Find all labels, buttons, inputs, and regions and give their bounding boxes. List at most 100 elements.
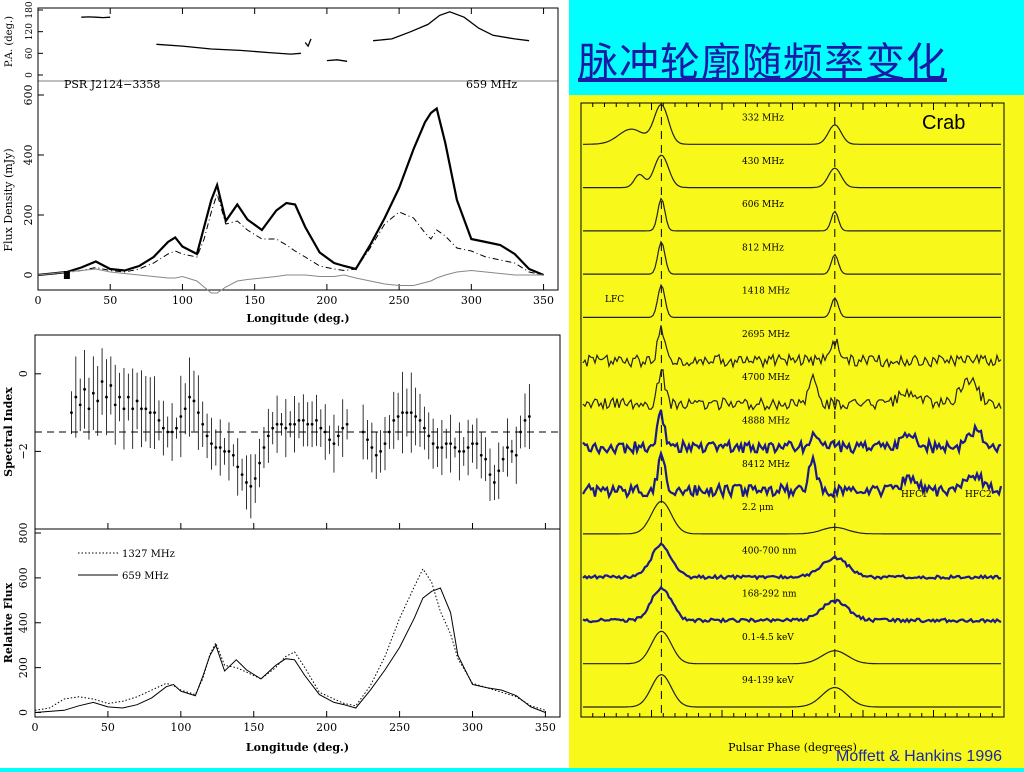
si-point: [422, 426, 426, 430]
si-point: [236, 465, 240, 469]
band-profile-6: [582, 368, 1002, 412]
si-point: [284, 426, 288, 430]
band-label-8: 8412 MHz: [742, 460, 790, 470]
band-profile-2: [583, 197, 1001, 232]
si-point: [271, 426, 275, 430]
si-point: [370, 446, 374, 449]
si-point: [262, 446, 266, 449]
pulsar-label: PSR J2124−3358: [64, 78, 160, 91]
si-point: [457, 450, 461, 453]
y-tick-label: 200: [22, 205, 35, 226]
si-point: [70, 411, 73, 414]
si-point: [392, 418, 396, 422]
band-label-4: 1418 MHz: [742, 287, 790, 297]
spectral-panel: 0 −2 Spectral Index 0 50 100 150 200 250 300 350 0 2…: [0, 327, 569, 768]
si-y-tick-label: −2: [17, 443, 30, 459]
x-tick-label: 300: [461, 294, 482, 307]
si-point: [374, 453, 378, 457]
band-label-9: 2.2 μm: [742, 503, 774, 513]
si-point: [109, 384, 113, 387]
rf-x-tick-label: 0: [32, 721, 39, 734]
pa-tick-label: 60: [25, 47, 35, 59]
si-point: [418, 418, 422, 422]
si-point: [401, 411, 404, 414]
si-point: [126, 395, 130, 399]
si-point: [87, 407, 91, 411]
si-point: [91, 391, 95, 395]
pa-tick-label: 180: [25, 1, 35, 18]
band-profile-12: [583, 630, 1001, 665]
si-point: [227, 450, 231, 453]
si-point: [135, 399, 139, 403]
si-point: [396, 415, 400, 418]
rf-y-tick-label: 800: [17, 523, 30, 544]
si-point: [280, 422, 283, 426]
flux-density-chart: 0 50 100 150 200 250 300 350 0 200 400 600 0 60 120 180…: [2, 1, 559, 325]
rf-x-tick-label: 100: [170, 721, 191, 734]
si-point: [510, 450, 514, 453]
crab-label: Crab: [922, 112, 966, 134]
x-axis-label: Longitude (deg.): [246, 312, 349, 325]
si-point: [144, 407, 148, 411]
si-point: [501, 457, 505, 461]
band-label-13: 94-139 keV: [742, 676, 794, 686]
band-label-7: 4888 MHz: [742, 416, 790, 426]
si-point: [148, 411, 152, 414]
legend-label-1: 659 MHz: [122, 571, 169, 582]
si-point: [319, 426, 323, 430]
si-point: [492, 481, 496, 484]
si-point: [131, 407, 135, 411]
y-axis-label: Flux Density (mJy): [2, 148, 15, 251]
si-point: [96, 399, 100, 403]
rf-x-tick-label: 150: [243, 721, 264, 734]
si-point: [293, 422, 296, 426]
slide-title: 脉冲轮廓随频率变化: [578, 40, 947, 86]
rf-x-tick-label: 350: [535, 721, 556, 734]
si-point: [205, 434, 209, 438]
si-point: [436, 446, 439, 449]
pa-segment-1: [156, 43, 301, 55]
si-point: [170, 430, 174, 434]
legend-label-0: 1327 MHz: [122, 549, 175, 560]
si-point: [196, 411, 200, 414]
si-point: [258, 461, 261, 465]
si-point: [166, 430, 170, 434]
si-point: [161, 426, 165, 430]
si-point: [366, 438, 369, 442]
si-point: [453, 446, 457, 449]
crab-x-label: Pulsar Phase (degrees): [728, 741, 857, 754]
pa-tick-label: 0: [25, 72, 35, 78]
si-point: [245, 481, 248, 484]
si-point: [497, 469, 501, 473]
band-profile-3: [583, 240, 1001, 275]
crab-frame: [580, 102, 1005, 718]
si-point: [288, 422, 292, 426]
si-point: [527, 415, 531, 418]
si-point: [105, 395, 108, 399]
si-point: [328, 438, 331, 442]
si-point: [223, 450, 226, 453]
x-tick-label: 350: [533, 294, 554, 307]
si-point: [341, 426, 345, 430]
si-point: [379, 450, 383, 453]
rf-x-label: Longitude (deg.): [246, 741, 349, 754]
si-point: [266, 434, 270, 438]
rf-x-tick-label: 250: [389, 721, 410, 734]
si-point: [140, 407, 143, 411]
band-profile-8: [582, 449, 1003, 501]
si-point: [240, 473, 244, 477]
si-point: [444, 442, 448, 446]
si-point: [153, 411, 156, 414]
si-point: [78, 403, 82, 407]
si-point: [192, 399, 196, 403]
x-tick-label: 200: [316, 294, 337, 307]
si-point: [506, 446, 509, 449]
si-point: [479, 453, 483, 457]
pa-segment-3: [326, 59, 348, 62]
x-tick-label: 150: [244, 294, 265, 307]
band-label-12: 0.1-4.5 keV: [742, 633, 794, 643]
pa-axis-label: P.A. (deg.): [4, 16, 15, 67]
flux-density-panel: 0 50 100 150 200 250 300 350 0 200 400 600 0 60 120 180…: [0, 0, 569, 327]
si-point: [336, 434, 340, 438]
relflux-series-1: [34, 587, 546, 713]
